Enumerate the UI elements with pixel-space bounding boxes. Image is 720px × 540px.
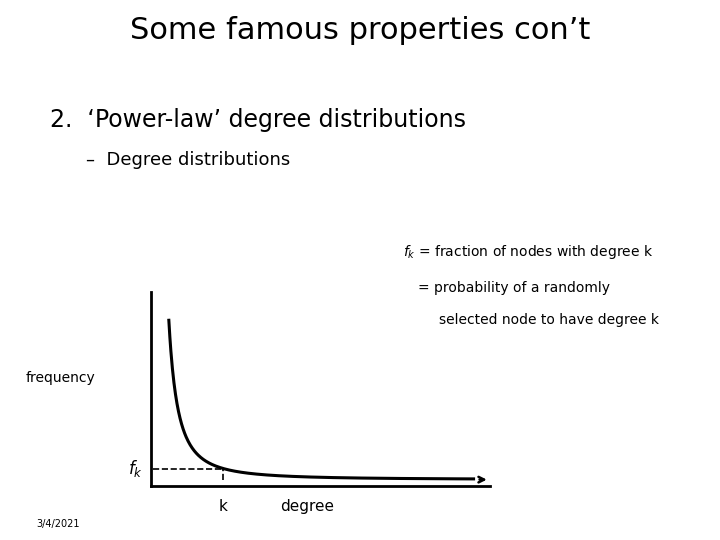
Text: –  Degree distributions: – Degree distributions <box>86 151 291 169</box>
Text: = probability of a randomly: = probability of a randomly <box>418 281 610 295</box>
Text: $f_k$: $f_k$ <box>128 458 143 479</box>
Text: Some famous properties con’t: Some famous properties con’t <box>130 16 590 45</box>
Text: 2.  ‘Power-law’ degree distributions: 2. ‘Power-law’ degree distributions <box>50 108 467 132</box>
Text: $f_k$ = fraction of nodes with degree k: $f_k$ = fraction of nodes with degree k <box>403 243 654 261</box>
Text: degree: degree <box>280 499 334 514</box>
Text: frequency: frequency <box>25 371 95 385</box>
Text: 3/4/2021: 3/4/2021 <box>36 519 79 529</box>
Text: k: k <box>219 499 228 514</box>
Text: selected node to have degree k: selected node to have degree k <box>439 313 660 327</box>
